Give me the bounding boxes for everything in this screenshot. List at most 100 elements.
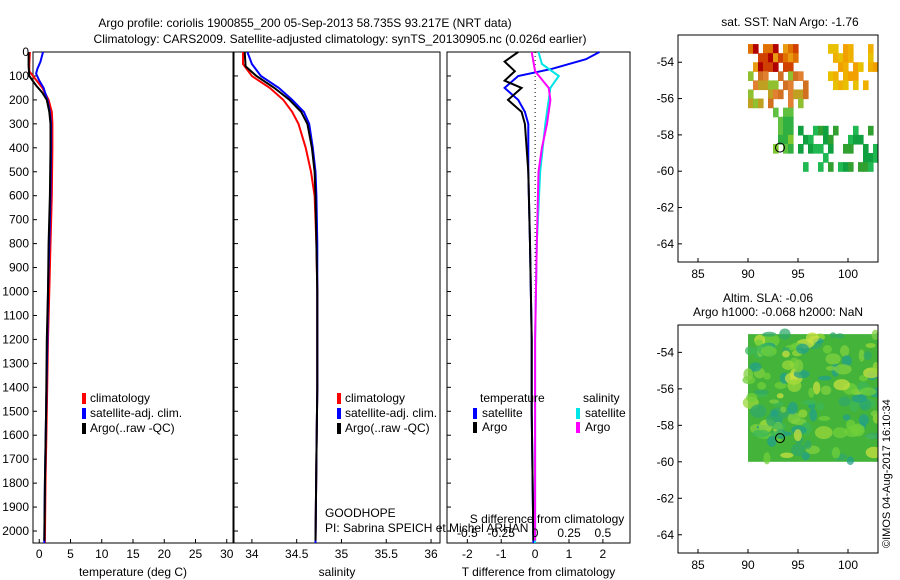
legend-swatch xyxy=(82,423,86,434)
sla-blob xyxy=(822,344,832,354)
x-tick-label: 36 xyxy=(424,547,438,561)
sst-cell xyxy=(783,62,789,72)
sst-cell xyxy=(863,80,869,91)
sst-cell xyxy=(798,89,804,100)
sla-blob xyxy=(814,426,833,440)
sst-cell xyxy=(833,44,839,54)
y-tick-label: 200 xyxy=(9,93,29,107)
sst-cell xyxy=(788,80,794,91)
project-label: GOODHOPE xyxy=(325,506,396,520)
x-tick-label: 35.5 xyxy=(375,547,399,561)
legend-swatch xyxy=(576,422,580,433)
y-tick-label: -64 xyxy=(657,237,675,251)
salinity-tick-label: -0.5 xyxy=(457,526,478,540)
legend-temperature-title: temperature xyxy=(480,391,545,405)
y-tick-label: -64 xyxy=(657,528,675,542)
sst-cell xyxy=(828,71,834,81)
sst-cell xyxy=(803,80,809,91)
sst-cell xyxy=(793,89,799,100)
sla-blob xyxy=(860,387,877,396)
sla-blob xyxy=(858,414,869,426)
y-tick-label: 1900 xyxy=(2,500,29,514)
sst-cell xyxy=(758,62,764,72)
sla-blob xyxy=(812,381,821,395)
x-tick-label: 95 xyxy=(791,267,805,281)
y-tick-label: 1400 xyxy=(2,380,29,394)
sst-cell xyxy=(768,53,774,63)
sla-blob xyxy=(782,360,795,370)
sst-cell xyxy=(843,71,849,81)
x-tick-label: 30 xyxy=(220,547,234,561)
sst-cell xyxy=(798,143,804,154)
y-tick-label: 1100 xyxy=(3,308,29,322)
x-tick-label: 10 xyxy=(95,547,109,561)
sla-blob xyxy=(805,332,819,344)
sst-cell xyxy=(778,125,784,136)
legend-swatch xyxy=(337,408,341,419)
sst-cell xyxy=(793,44,799,54)
sla-blob xyxy=(746,392,758,403)
title-line2: Climatology: CARS2009. Satellite-adjuste… xyxy=(94,32,587,46)
sst-cell xyxy=(803,89,809,100)
sla-blob xyxy=(770,430,785,437)
sla-blob xyxy=(864,432,878,440)
series-line-argo-raw-qc- xyxy=(27,52,52,541)
sla-blob xyxy=(816,402,825,411)
y-tick-label: 1300 xyxy=(2,356,29,370)
sst-cell xyxy=(748,98,754,109)
y-tick-label: 700 xyxy=(9,213,29,227)
sla-blob xyxy=(825,365,837,371)
sla-blob xyxy=(842,414,851,421)
sst-cell xyxy=(778,116,784,127)
sst-cell xyxy=(758,80,764,91)
sla-blob xyxy=(766,414,776,427)
sla-blob xyxy=(779,328,791,340)
sst-map-title: sat. SST: NaN Argo: -1.76 xyxy=(721,15,859,29)
sst-cell xyxy=(758,53,764,63)
sla-map-title-2: Argo h1000: -0.068 h2000: NaN xyxy=(693,305,863,319)
sst-cell xyxy=(853,71,859,81)
sla-blob xyxy=(865,343,876,348)
pi-label: PI: Sabrina SPEICH et Michel ARHAN xyxy=(325,521,528,535)
series-line-t-satellite xyxy=(503,51,600,544)
sla-blob xyxy=(802,400,817,405)
sst-cell xyxy=(848,71,854,81)
sla-blob xyxy=(851,394,868,403)
sst-cell xyxy=(808,134,814,145)
legend-label: satellite xyxy=(482,406,523,420)
x-tick-label: 1 xyxy=(566,547,573,561)
sst-cell xyxy=(783,134,789,145)
x-tick-label: 35 xyxy=(335,547,349,561)
sla-blob xyxy=(870,410,878,417)
sla-blob xyxy=(838,396,851,407)
sst-cell xyxy=(858,134,864,145)
sst-cell xyxy=(863,143,869,154)
difference-panel: -2 -1 0 1 2 T difference from climatology -0.5… xyxy=(446,51,631,579)
salinity-tick-label: 0 xyxy=(532,526,539,540)
x-tick-label: 34 xyxy=(245,547,259,561)
sst-cell xyxy=(838,53,844,63)
sst-cell xyxy=(788,134,794,145)
sla-blob xyxy=(835,333,845,339)
y-tick-label: 900 xyxy=(9,261,29,275)
map-frame xyxy=(677,324,879,554)
sst-cell xyxy=(833,53,839,63)
sst-cell xyxy=(788,116,794,127)
sst-cell xyxy=(828,134,834,145)
sst-cell xyxy=(828,44,834,54)
sla-blob xyxy=(743,368,754,381)
plot-frame xyxy=(233,51,441,544)
sst-cell xyxy=(758,98,764,109)
sst-cell xyxy=(773,89,779,100)
y-tick-label: 300 xyxy=(9,117,29,131)
sst-cell xyxy=(773,62,779,72)
sst-cell xyxy=(873,143,878,154)
y-tick-label: 800 xyxy=(9,237,29,251)
sst-cell xyxy=(843,44,849,54)
argo-position-marker xyxy=(775,142,785,153)
sst-cell xyxy=(853,134,859,145)
plot-frame xyxy=(446,51,631,544)
x-tick-label: 100 xyxy=(838,558,858,572)
watermark: ©IMOS 04-Aug-2017 16:10:34 xyxy=(881,399,893,548)
sst-cell xyxy=(848,143,854,154)
